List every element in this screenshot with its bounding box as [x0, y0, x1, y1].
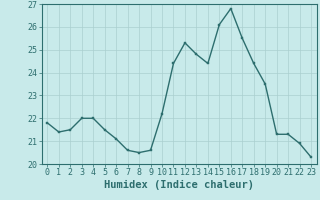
X-axis label: Humidex (Indice chaleur): Humidex (Indice chaleur) — [104, 180, 254, 190]
